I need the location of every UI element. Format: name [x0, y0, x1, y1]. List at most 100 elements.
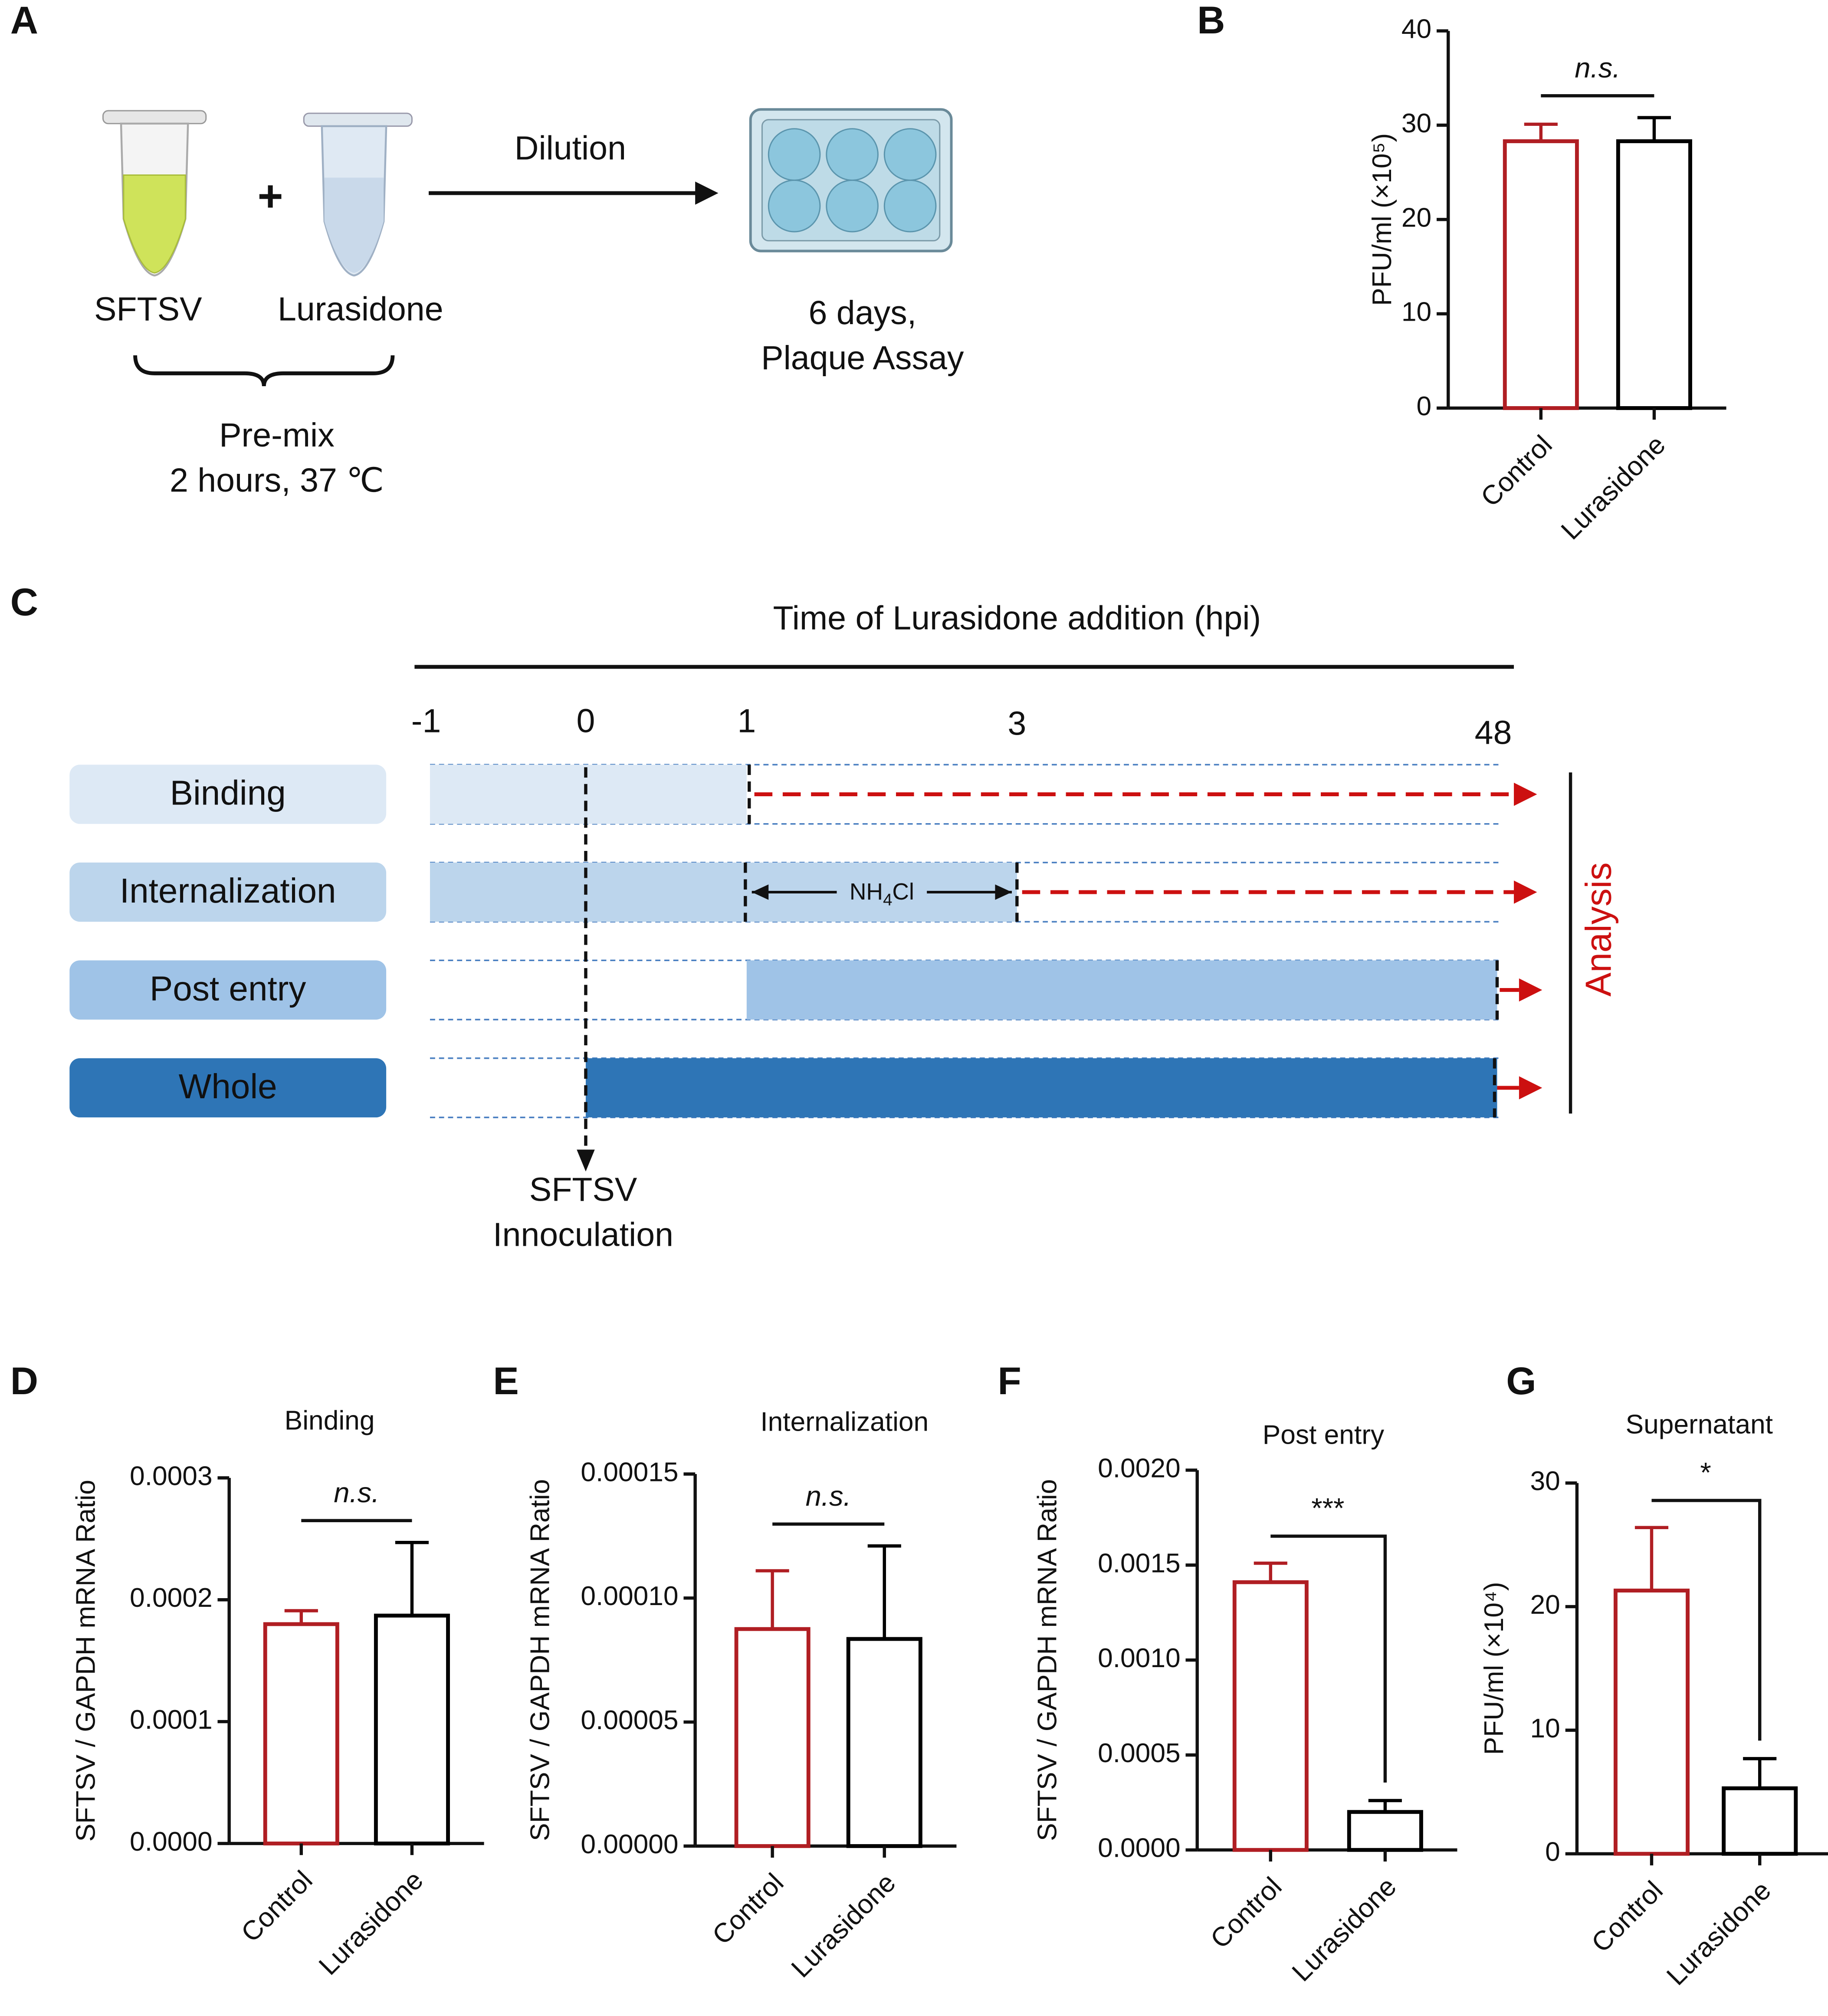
arrow-head	[695, 181, 719, 205]
bar	[1613, 1589, 1690, 1856]
text: 4	[883, 891, 892, 909]
premix-label: Pre-mix	[219, 417, 335, 454]
y-tick-label: 20	[1530, 1590, 1560, 1620]
panel-a: + SFTSV Lurasidone Pre-mix 2 hours, 37 ℃…	[94, 108, 964, 499]
x-tick-label: Lurasidone	[1556, 430, 1671, 545]
significance-label: *	[1700, 1457, 1711, 1488]
error-bar	[1634, 1526, 1669, 1591]
chart-title: Binding	[285, 1406, 375, 1436]
tube-sftsv	[102, 110, 207, 277]
x-tick-label: Control	[236, 1865, 318, 1948]
y-tick-label: 0	[1416, 391, 1431, 421]
y-tick-label: 10	[1530, 1714, 1560, 1743]
x-tick-label: Control	[1205, 1872, 1288, 1954]
row-label-box	[69, 1058, 387, 1118]
error-bar	[867, 1544, 901, 1639]
timepoint: 1	[737, 703, 756, 740]
error-bar	[284, 1609, 318, 1624]
error-bar	[395, 1541, 429, 1616]
y-tick-label: 0.0000	[130, 1827, 213, 1857]
tube-lurasidone	[303, 112, 413, 277]
y-tick-label: 0.0001	[130, 1705, 213, 1735]
row-label-box	[69, 862, 387, 922]
arrow-head	[1514, 782, 1542, 1100]
y-tick-label: 40	[1401, 14, 1431, 44]
analysis-label: Analysis	[1579, 862, 1619, 996]
row-label: Internalization	[120, 871, 336, 910]
text: Cl	[892, 879, 914, 905]
nh4cl-label: NH4Cl	[850, 879, 914, 909]
y-tick-label: 0.0015	[1098, 1548, 1181, 1578]
tube-label: SFTSV	[94, 290, 202, 328]
y-tick-label: 30	[1530, 1466, 1560, 1496]
y-axis-label: PFU/ml (×10⁴)	[1479, 1582, 1509, 1755]
bar	[1347, 1810, 1423, 1852]
timepoint: 0	[577, 703, 595, 740]
y-axis-label: SFTSV / GAPDH mRNA Ratio	[525, 1479, 555, 1841]
significance-label: n.s.	[806, 1480, 851, 1512]
error-bar	[1368, 1799, 1402, 1812]
bar	[1232, 1580, 1309, 1852]
red-arrows	[1497, 988, 1519, 1090]
x-tick-label: Lurasidone	[786, 1868, 902, 1983]
y-axis-label: SFTSV / GAPDH mRNA Ratio	[71, 1480, 101, 1842]
y-tick-label: 0.00005	[581, 1705, 678, 1735]
plate	[749, 108, 953, 253]
panel-label: A	[10, 0, 38, 42]
error-bar	[1637, 116, 1671, 141]
tube-label: Lurasidone	[278, 290, 443, 328]
y-tick-label: 30	[1401, 108, 1431, 138]
result-label: 6 days,	[808, 294, 916, 332]
treatment-band	[585, 1058, 1497, 1118]
panel-label: B	[1197, 0, 1225, 42]
y-tick-label: 0.00000	[581, 1829, 678, 1859]
y-tick-label: 0.00015	[581, 1457, 678, 1487]
x-tick-label: Lurasidone	[313, 1865, 429, 1981]
y-tick-label: 10	[1401, 297, 1431, 327]
error-bar	[755, 1569, 789, 1629]
row-label-box	[69, 960, 387, 1020]
significance-label: ***	[1311, 1492, 1344, 1524]
red-arrows	[754, 792, 1514, 894]
panel-label: G	[1506, 1359, 1536, 1402]
y-tick-label: 0.0000	[1098, 1833, 1181, 1863]
panel-label: D	[10, 1359, 38, 1402]
y-tick-label: 0.0005	[1098, 1738, 1181, 1768]
row-label: Whole	[179, 1067, 277, 1106]
bar	[1722, 1786, 1798, 1856]
significance-label: n.s.	[1575, 52, 1620, 84]
panel-c: Time of Lurasidone addition (hpi) -1 0 1…	[69, 599, 1619, 1253]
x-tick-label: Control	[707, 1868, 790, 1950]
y-axis-label: SFTSV / GAPDH mRNA Ratio	[1032, 1479, 1062, 1841]
text: NH	[850, 879, 883, 905]
y-tick-label: 0.0010	[1098, 1643, 1181, 1673]
timeline-title: Time of Lurasidone addition (hpi)	[773, 599, 1261, 637]
timepoint: -1	[411, 703, 441, 740]
inoculation-label: Innoculation	[493, 1216, 673, 1253]
chart-title: Post entry	[1263, 1420, 1385, 1450]
arrow-label: Dilution	[515, 129, 626, 167]
x-tick-label: Control	[1586, 1875, 1669, 1958]
y-axis-label: PFU/ml (×10⁵)	[1367, 133, 1397, 306]
bar	[263, 1622, 339, 1845]
premix-label: 2 hours, 37 ℃	[170, 462, 384, 499]
arrow-head	[577, 1149, 595, 1172]
significance-bracket	[1651, 1499, 1762, 1741]
significance-label: n.s.	[334, 1477, 379, 1508]
brace	[133, 355, 395, 387]
bar	[374, 1613, 450, 1845]
chart-title: Internalization	[760, 1407, 929, 1437]
label-bg	[837, 875, 927, 909]
y-tick-label: 0	[1545, 1837, 1560, 1867]
bar	[734, 1627, 811, 1848]
inoculation-label: SFTSV	[529, 1171, 637, 1208]
error-bar	[1254, 1561, 1287, 1583]
x-tick-label: Lurasidone	[1661, 1875, 1777, 1991]
y-tick-label: 20	[1401, 203, 1431, 233]
row-label: Binding	[170, 773, 286, 812]
bar	[846, 1637, 922, 1848]
error-bar	[1524, 122, 1558, 141]
panel-label: E	[493, 1359, 519, 1402]
x-tick-label: Lurasidone	[1286, 1872, 1402, 1987]
